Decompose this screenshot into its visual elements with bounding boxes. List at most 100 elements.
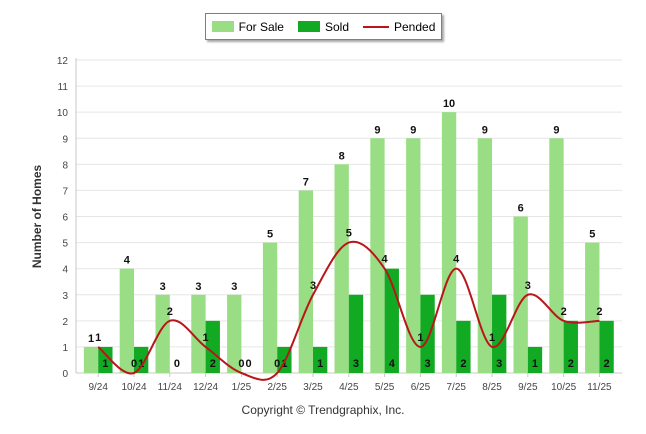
x-tick-label: 9/25 bbox=[518, 382, 538, 393]
data-label-pended: 1 bbox=[95, 332, 101, 344]
data-label-for-sale: 1 bbox=[88, 333, 94, 345]
data-label-sold: 2 bbox=[604, 358, 610, 370]
legend-swatch-for-sale bbox=[211, 21, 234, 32]
bar-for-sale bbox=[262, 242, 278, 373]
legend-label-for-sale: For Sale bbox=[238, 19, 284, 34]
y-tick-label: 10 bbox=[57, 108, 69, 119]
bar-sold bbox=[420, 294, 435, 373]
y-tick-label: 0 bbox=[62, 369, 68, 380]
bar-for-sale bbox=[477, 138, 493, 373]
data-label-pended: 0 bbox=[274, 358, 280, 370]
data-label-sold: 1 bbox=[317, 358, 323, 370]
y-tick-label: 1 bbox=[62, 343, 68, 354]
x-tick-label: 10/25 bbox=[551, 382, 576, 393]
bar-for-sale bbox=[370, 138, 385, 373]
data-label-for-sale: 3 bbox=[195, 281, 201, 293]
bar-sold bbox=[492, 294, 507, 373]
data-label-pended: 5 bbox=[346, 228, 352, 240]
bar-sold bbox=[348, 294, 364, 373]
bar-for-sale bbox=[227, 294, 242, 373]
data-label-sold: 1 bbox=[532, 358, 538, 370]
data-label-for-sale: 9 bbox=[374, 124, 380, 136]
bar-for-sale bbox=[513, 216, 528, 373]
bar-for-sale bbox=[441, 112, 457, 374]
data-label-pended: 2 bbox=[561, 306, 567, 318]
legend-item-for-sale: For Sale bbox=[211, 19, 284, 34]
y-tick-label: 2 bbox=[62, 317, 68, 328]
line-pended bbox=[97, 240, 600, 381]
data-label-pended: 4 bbox=[453, 254, 460, 266]
bar-for-sale bbox=[83, 346, 99, 373]
bar-sold bbox=[599, 320, 614, 373]
data-label-pended: 1 bbox=[203, 332, 209, 344]
bar-sold bbox=[313, 346, 328, 373]
data-label-sold: 3 bbox=[425, 358, 431, 370]
data-label-for-sale: 8 bbox=[339, 150, 345, 162]
data-label-for-sale: 9 bbox=[410, 124, 416, 136]
data-label-for-sale: 10 bbox=[443, 98, 455, 110]
bar-sold bbox=[205, 320, 220, 373]
data-label-for-sale: 3 bbox=[160, 281, 166, 293]
legend-swatch-sold bbox=[297, 21, 320, 32]
legend-label-pended: Pended bbox=[394, 19, 436, 34]
x-tick-label: 7/25 bbox=[446, 382, 466, 393]
bar-for-sale bbox=[155, 294, 170, 373]
data-label-sold: 3 bbox=[496, 358, 502, 370]
y-axis-title: Number of Homes bbox=[30, 165, 44, 269]
legend: For Sale Sold Pended bbox=[205, 13, 442, 40]
copyright-footer: Copyright © Trendgraphix, Inc. bbox=[241, 403, 405, 417]
y-tick-label: 12 bbox=[57, 56, 69, 67]
data-label-sold: 0 bbox=[174, 358, 180, 370]
data-label-sold: 3 bbox=[353, 358, 359, 370]
y-tick-label: 9 bbox=[62, 134, 68, 145]
data-label-for-sale: 9 bbox=[482, 124, 488, 136]
legend-label-sold: Sold bbox=[324, 19, 349, 34]
legend-item-sold: Sold bbox=[297, 19, 349, 34]
data-label-pended: 2 bbox=[596, 306, 602, 318]
y-tick-label: 8 bbox=[62, 160, 68, 171]
data-label-sold: 2 bbox=[460, 358, 466, 370]
bar-sold bbox=[456, 320, 471, 373]
data-label-pended: 3 bbox=[310, 280, 316, 292]
bar-for-sale bbox=[334, 164, 349, 373]
data-label-sold: 4 bbox=[389, 358, 396, 370]
data-label-for-sale: 5 bbox=[589, 229, 595, 241]
bar-for-sale bbox=[549, 138, 564, 373]
data-label-sold: 2 bbox=[568, 358, 574, 370]
data-label-sold: 1 bbox=[102, 358, 108, 370]
y-tick-label: 5 bbox=[62, 239, 68, 250]
x-tick-label: 5/25 bbox=[375, 382, 395, 393]
bar-for-sale bbox=[585, 242, 600, 373]
data-label-for-sale: 3 bbox=[231, 281, 237, 293]
x-tick-label: 2/25 bbox=[267, 382, 287, 393]
data-label-sold: 2 bbox=[210, 358, 216, 370]
x-tick-label: 1/25 bbox=[232, 382, 252, 393]
bar-for-sale bbox=[119, 268, 135, 373]
data-label-for-sale: 6 bbox=[518, 203, 524, 215]
data-label-pended: 0 bbox=[131, 358, 137, 370]
data-label-pended: 2 bbox=[167, 306, 173, 318]
bar-for-sale bbox=[298, 190, 314, 373]
data-label-for-sale: 9 bbox=[553, 124, 559, 136]
y-tick-label: 6 bbox=[62, 213, 68, 224]
data-label-pended: 0 bbox=[238, 358, 244, 370]
x-tick-label: 8/25 bbox=[482, 382, 502, 393]
legend-item-pended: Pended bbox=[363, 20, 435, 34]
x-tick-label: 6/25 bbox=[411, 382, 431, 393]
x-tick-label: 3/25 bbox=[303, 382, 323, 393]
data-label-pended: 3 bbox=[525, 280, 531, 292]
data-label-pended: 4 bbox=[382, 254, 389, 266]
y-tick-label: 11 bbox=[58, 82, 69, 93]
x-tick-label: 11/25 bbox=[587, 382, 612, 393]
bar-sold bbox=[98, 346, 113, 373]
y-tick-label: 7 bbox=[62, 186, 68, 197]
bar-sold bbox=[134, 346, 149, 373]
data-label-for-sale: 5 bbox=[267, 229, 273, 241]
bar-for-sale bbox=[406, 138, 421, 373]
bar-sold bbox=[563, 320, 578, 373]
data-label-for-sale: 4 bbox=[124, 255, 131, 267]
data-label-pended: 1 bbox=[489, 332, 495, 344]
legend-swatch-pended bbox=[363, 25, 389, 28]
